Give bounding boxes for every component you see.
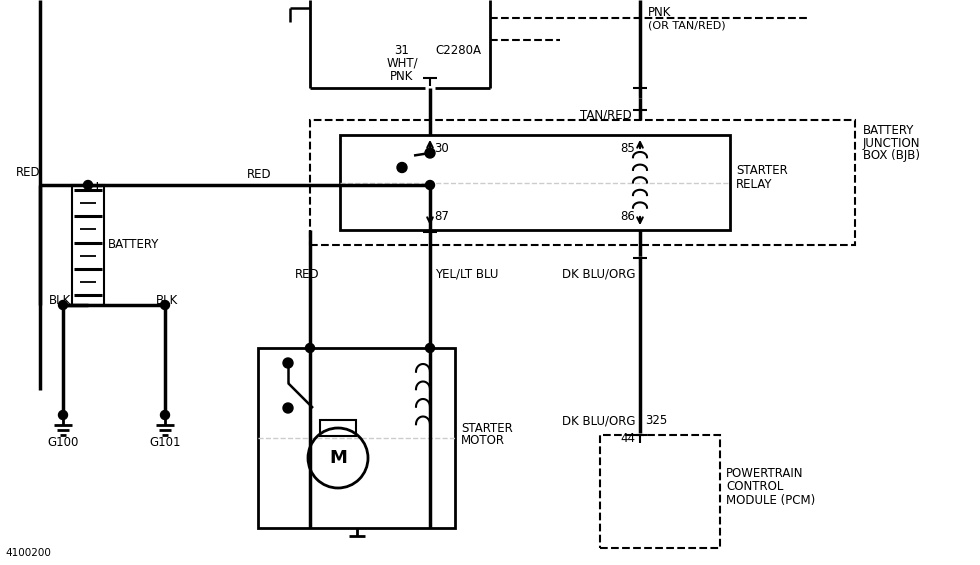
Text: PNK: PNK xyxy=(648,6,671,19)
Text: 325: 325 xyxy=(645,415,667,428)
Text: MODULE (PCM): MODULE (PCM) xyxy=(726,494,815,507)
Text: G101: G101 xyxy=(149,437,180,450)
Bar xyxy=(340,135,730,230)
Text: (OR TAN/RED): (OR TAN/RED) xyxy=(648,21,725,31)
Text: +: + xyxy=(90,180,103,195)
Text: TAN/RED: TAN/RED xyxy=(580,108,632,121)
Circle shape xyxy=(283,403,293,413)
Circle shape xyxy=(83,180,92,189)
Bar xyxy=(320,420,356,436)
Circle shape xyxy=(397,163,407,172)
Text: M: M xyxy=(329,449,347,467)
Circle shape xyxy=(283,358,293,368)
Text: STARTER: STARTER xyxy=(736,164,788,177)
Circle shape xyxy=(425,180,434,189)
Text: POWERTRAIN: POWERTRAIN xyxy=(726,467,804,480)
Text: C2280A: C2280A xyxy=(435,44,481,57)
Circle shape xyxy=(425,344,434,353)
Text: DK BLU/ORG: DK BLU/ORG xyxy=(562,415,635,428)
Text: RELAY: RELAY xyxy=(736,178,772,191)
Text: 4100200: 4100200 xyxy=(5,548,51,558)
Circle shape xyxy=(306,344,315,353)
Text: 87: 87 xyxy=(434,210,449,223)
Text: MOTOR: MOTOR xyxy=(461,434,505,447)
Text: BLK: BLK xyxy=(156,293,178,306)
Bar xyxy=(72,185,104,305)
Text: BOX (BJB): BOX (BJB) xyxy=(863,150,920,163)
Text: G100: G100 xyxy=(47,437,78,450)
Circle shape xyxy=(425,148,435,158)
Text: BATTERY: BATTERY xyxy=(108,238,160,251)
Text: 85: 85 xyxy=(620,142,635,155)
Text: RED: RED xyxy=(16,167,40,180)
Text: CONTROL: CONTROL xyxy=(726,480,783,493)
Text: BATTERY: BATTERY xyxy=(863,124,914,137)
Text: JUNCTION: JUNCTION xyxy=(863,137,920,150)
Circle shape xyxy=(161,411,170,419)
Text: 44: 44 xyxy=(620,432,635,445)
Circle shape xyxy=(161,301,170,310)
Text: WHT/: WHT/ xyxy=(386,56,417,69)
Text: RED: RED xyxy=(247,168,271,181)
Text: YEL/LT BLU: YEL/LT BLU xyxy=(435,267,499,280)
Text: 31: 31 xyxy=(395,44,410,57)
Text: RED: RED xyxy=(295,267,319,280)
Circle shape xyxy=(59,301,68,310)
Text: 30: 30 xyxy=(434,142,449,155)
Text: STARTER: STARTER xyxy=(461,421,513,434)
Bar xyxy=(258,348,455,528)
Text: 86: 86 xyxy=(620,210,635,223)
Bar xyxy=(600,435,720,548)
Text: DK BLU/ORG: DK BLU/ORG xyxy=(562,267,635,280)
Text: PNK: PNK xyxy=(390,69,414,82)
Bar xyxy=(310,120,855,245)
Text: BLK: BLK xyxy=(49,293,72,306)
Circle shape xyxy=(59,411,68,419)
